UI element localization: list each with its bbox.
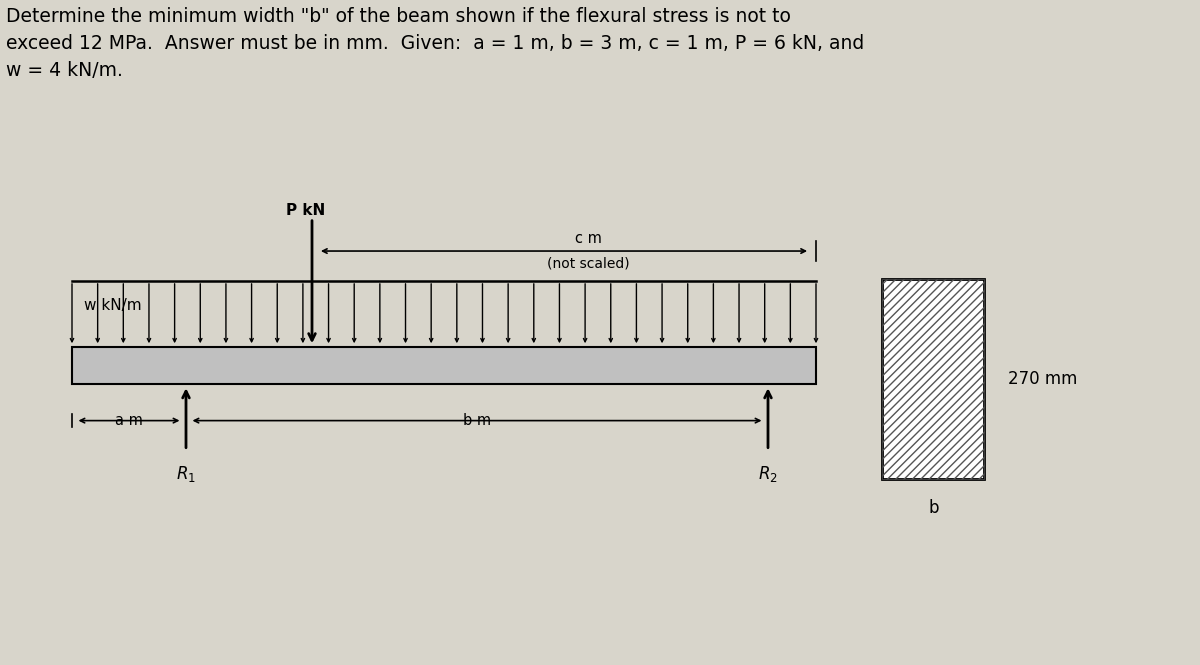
- Text: c m: c m: [575, 231, 601, 246]
- Text: 270 mm: 270 mm: [1008, 370, 1078, 388]
- Text: $R_2$: $R_2$: [758, 464, 778, 484]
- Text: a m: a m: [115, 413, 143, 428]
- Bar: [882, 279, 984, 479]
- Text: b: b: [929, 499, 938, 517]
- Text: Determine the minimum width "b" of the beam shown if the flexural stress is not : Determine the minimum width "b" of the b…: [6, 7, 864, 80]
- Bar: [72, 348, 816, 384]
- Text: (not scaled): (not scaled): [547, 256, 629, 271]
- Bar: [882, 279, 984, 479]
- Text: P kN: P kN: [287, 203, 325, 218]
- Text: b m: b m: [463, 413, 491, 428]
- Text: $R_1$: $R_1$: [176, 464, 196, 484]
- Text: w kN/m: w kN/m: [84, 298, 142, 313]
